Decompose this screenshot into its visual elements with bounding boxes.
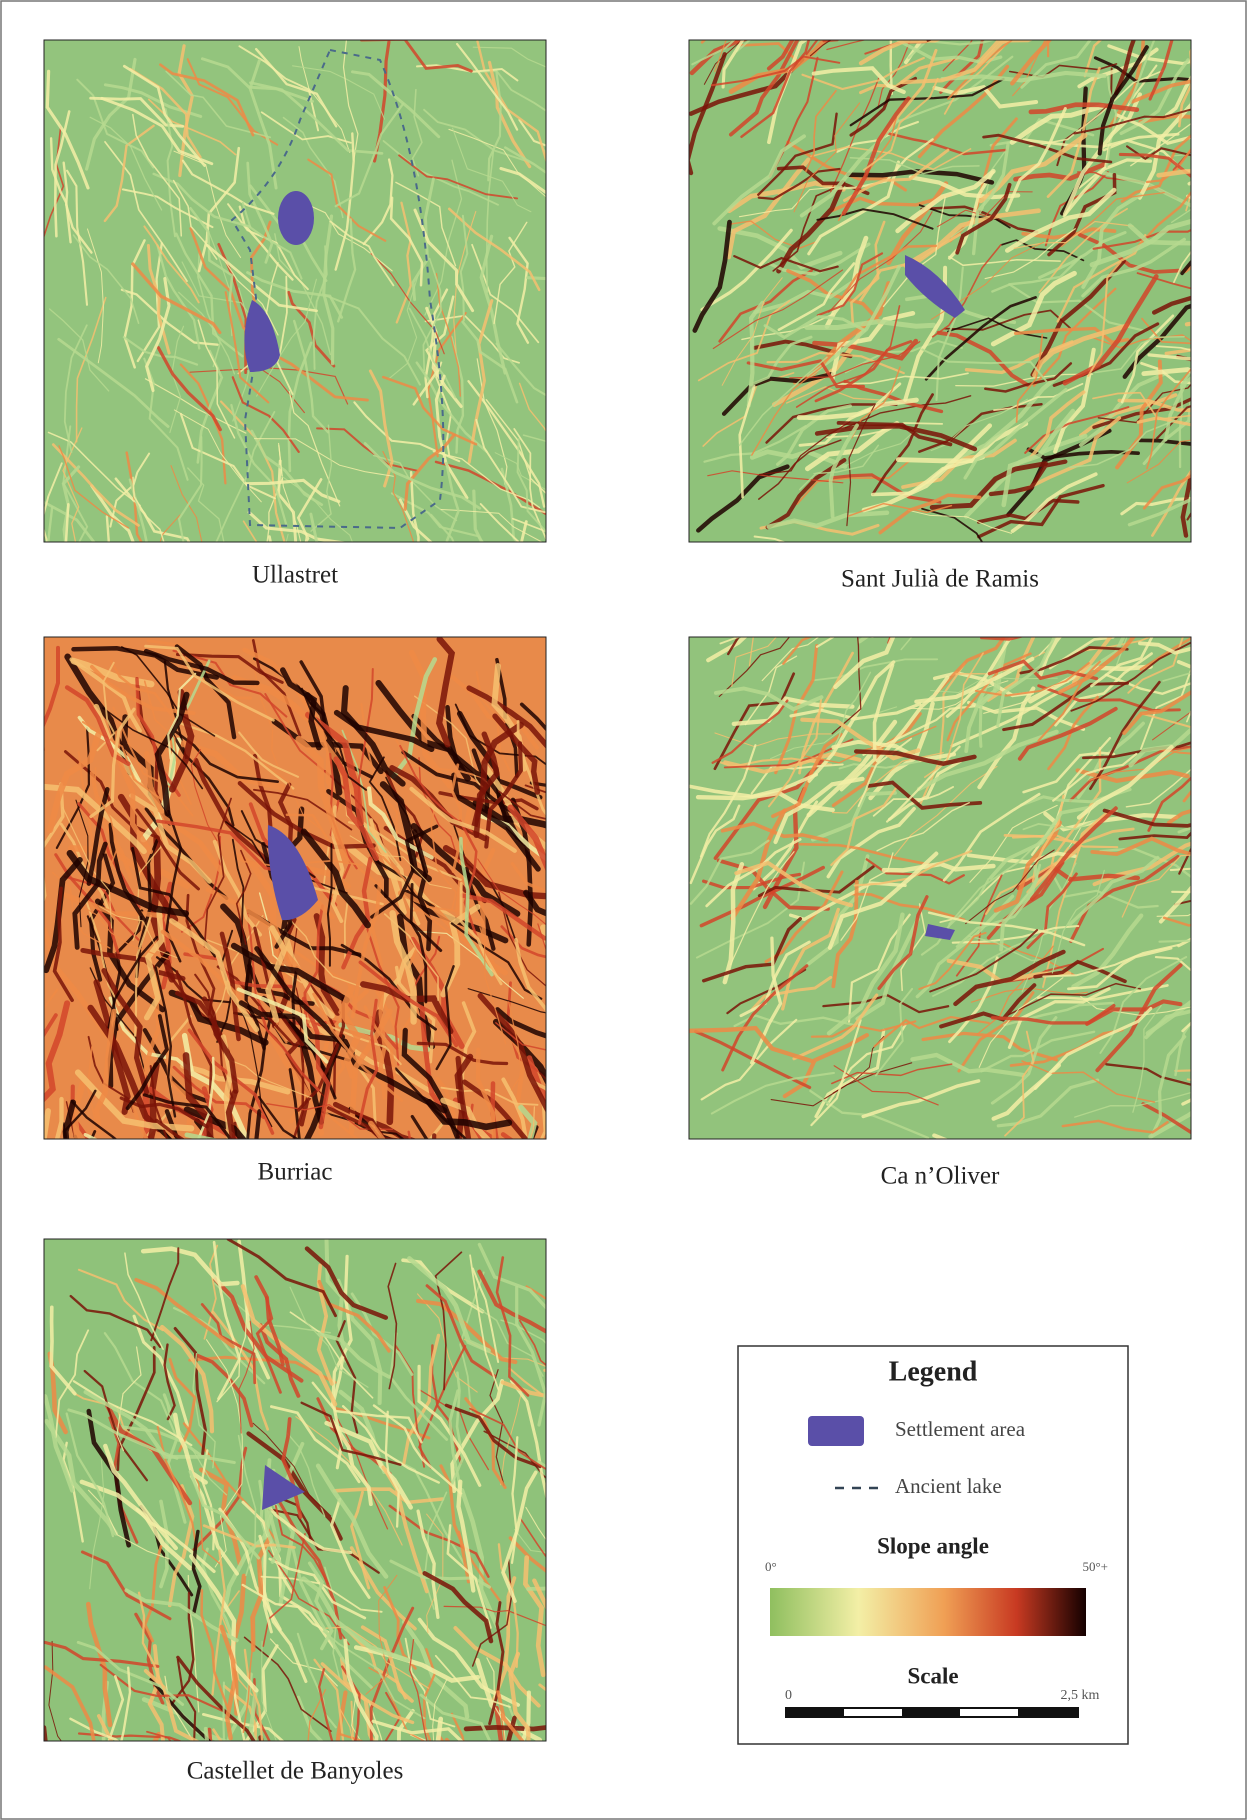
slope-stroke	[1183, 1060, 1247, 1105]
slope-stroke	[439, 1738, 507, 1808]
slope-stroke	[1188, 457, 1238, 520]
legend-title: Legend	[889, 1356, 978, 1387]
slope-stroke	[1189, 166, 1247, 183]
slope-stroke	[371, 1124, 447, 1232]
figure: Ullastret Sant Julià de Ramis Burriac Ca…	[0, 0, 1247, 1820]
slope-stroke	[934, 1135, 1063, 1165]
settlement-swatch	[808, 1416, 864, 1446]
slope-stroke	[503, 1134, 613, 1192]
slope-stroke	[411, 1735, 516, 1802]
panel-label: Burriac	[258, 1159, 333, 1186]
slope-stroke	[544, 150, 561, 248]
slope-stroke	[1182, 149, 1247, 273]
slope-stroke	[543, 928, 597, 1043]
legend-item: Ancient lake	[895, 1474, 1002, 1498]
map	[44, 1239, 655, 1820]
slope-stroke	[1188, 196, 1247, 214]
slope-stroke	[85, 1135, 169, 1194]
panel-label: Castellet de Banyoles	[187, 1758, 404, 1785]
scale-bar-segment	[902, 1708, 960, 1717]
slope-stroke	[447, 1740, 493, 1820]
map	[37, 39, 647, 652]
slope-stroke	[531, 783, 670, 837]
slope-stroke	[1187, 318, 1247, 330]
slope-stroke	[532, 1081, 629, 1154]
scale-title: Scale	[907, 1663, 958, 1688]
map	[688, 0, 1247, 569]
slope-stroke	[1184, 707, 1247, 801]
slope-stroke	[540, 1073, 637, 1129]
slope-ramp	[770, 1588, 1086, 1636]
scale-max: 2,5 km	[1061, 1688, 1100, 1703]
slope-min: 0°	[765, 1559, 777, 1574]
scale-bar-segment	[786, 1708, 844, 1717]
panel-label: Sant Julià de Ramis	[841, 566, 1039, 593]
legend-item: Settlement area	[895, 1417, 1026, 1441]
slope-stroke	[277, 533, 307, 650]
slope-stroke	[420, 1135, 434, 1228]
slope-stroke	[75, 1136, 86, 1256]
map	[0, 637, 671, 1269]
slope-stroke	[1188, 1079, 1247, 1095]
panel-label: Ca n’Oliver	[881, 1163, 1000, 1190]
slope-stroke	[1187, 615, 1233, 722]
slope-stroke	[824, 0, 933, 41]
slope-max: 50°+	[1082, 1559, 1108, 1574]
slope-stroke	[409, 1132, 418, 1233]
map	[689, 518, 1247, 1165]
slope-stroke	[545, 1370, 655, 1399]
scale-min: 0	[785, 1688, 792, 1703]
slope-stroke	[163, 1130, 221, 1236]
slope-stroke	[528, 1588, 654, 1614]
slope-stroke	[539, 1462, 624, 1510]
slope-stroke	[67, 1131, 94, 1249]
scale-bar-segment	[1018, 1708, 1078, 1717]
panel-label: Ullastret	[252, 562, 338, 589]
slope-stroke	[928, 8, 1014, 41]
slope-stroke	[123, 1734, 159, 1820]
slope-stroke	[1185, 189, 1247, 271]
slope-stroke	[540, 1685, 602, 1781]
slope-title: Slope angle	[877, 1533, 989, 1558]
legend: Legend Settlement area Ancient lake Slop…	[738, 1346, 1128, 1744]
settlement	[278, 191, 314, 245]
